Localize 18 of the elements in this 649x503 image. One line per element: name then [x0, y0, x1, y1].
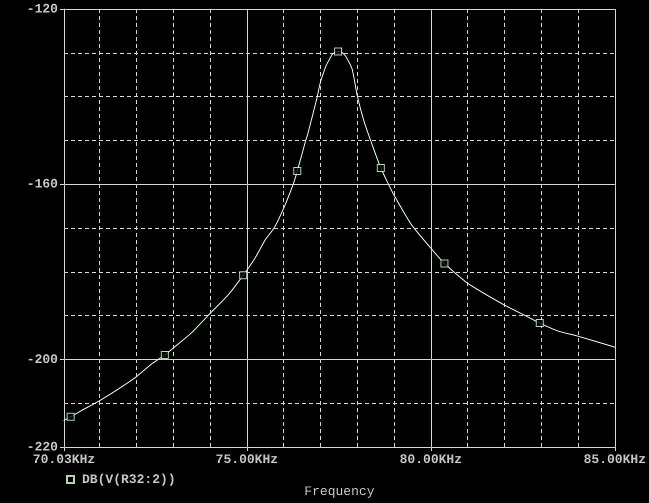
y-tick-label: -200: [26, 352, 58, 367]
point: [293, 167, 302, 176]
point: [334, 47, 342, 56]
y-tick-label: -120: [26, 2, 58, 16]
point: [66, 412, 75, 421]
x-tick-label: 85.00KHz: [584, 452, 646, 467]
legend-label: DB(V(R32:2)): [82, 472, 176, 487]
point: [239, 271, 248, 280]
y-tick-label: -160: [26, 176, 58, 192]
point: [376, 164, 385, 172]
y-tick-label: -220: [26, 440, 58, 454]
point: [440, 259, 448, 268]
x-axis-title: Frequency: [304, 484, 375, 499]
x-tick-label: 80.00KHz: [400, 452, 462, 467]
point: [160, 351, 169, 360]
x-tick-label: 70.03KHz: [32, 452, 96, 467]
point: [536, 319, 544, 328]
x-tick-label: 75.00KHz: [216, 452, 278, 467]
